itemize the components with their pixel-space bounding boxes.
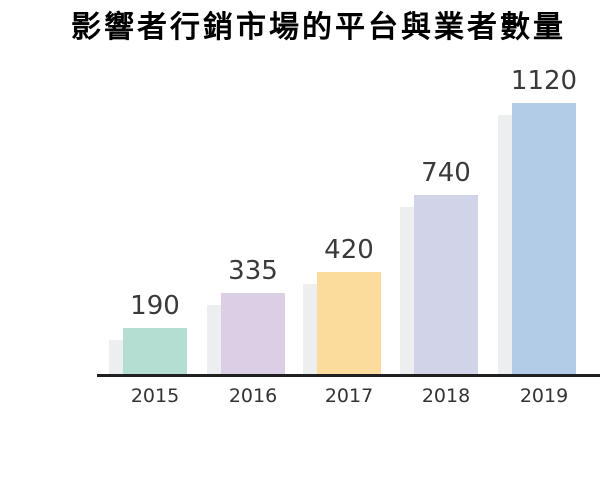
value-label-2019: 1120 [510, 66, 578, 96]
bar-2018 [414, 195, 478, 374]
bar-2016 [221, 293, 285, 374]
x-axis-line [97, 374, 600, 377]
x-tick-2015: 2015 [130, 385, 180, 407]
value-label-2015: 190 [130, 291, 180, 321]
value-label-2016: 335 [228, 256, 278, 286]
bar-2017 [317, 272, 381, 374]
bar-2019 [512, 103, 576, 374]
x-tick-2017: 2017 [324, 385, 374, 407]
value-label-2018: 740 [421, 158, 471, 188]
chart-title: 影響者行銷市場的平台與業者數量 [71, 10, 566, 45]
x-tick-2019: 2019 [519, 385, 569, 407]
bar-chart: 190 335 420 740 1120 [97, 66, 600, 377]
x-tick-2018: 2018 [421, 385, 471, 407]
value-label-2017: 420 [324, 235, 374, 265]
bar-2015 [123, 328, 187, 374]
x-tick-2016: 2016 [228, 385, 278, 407]
